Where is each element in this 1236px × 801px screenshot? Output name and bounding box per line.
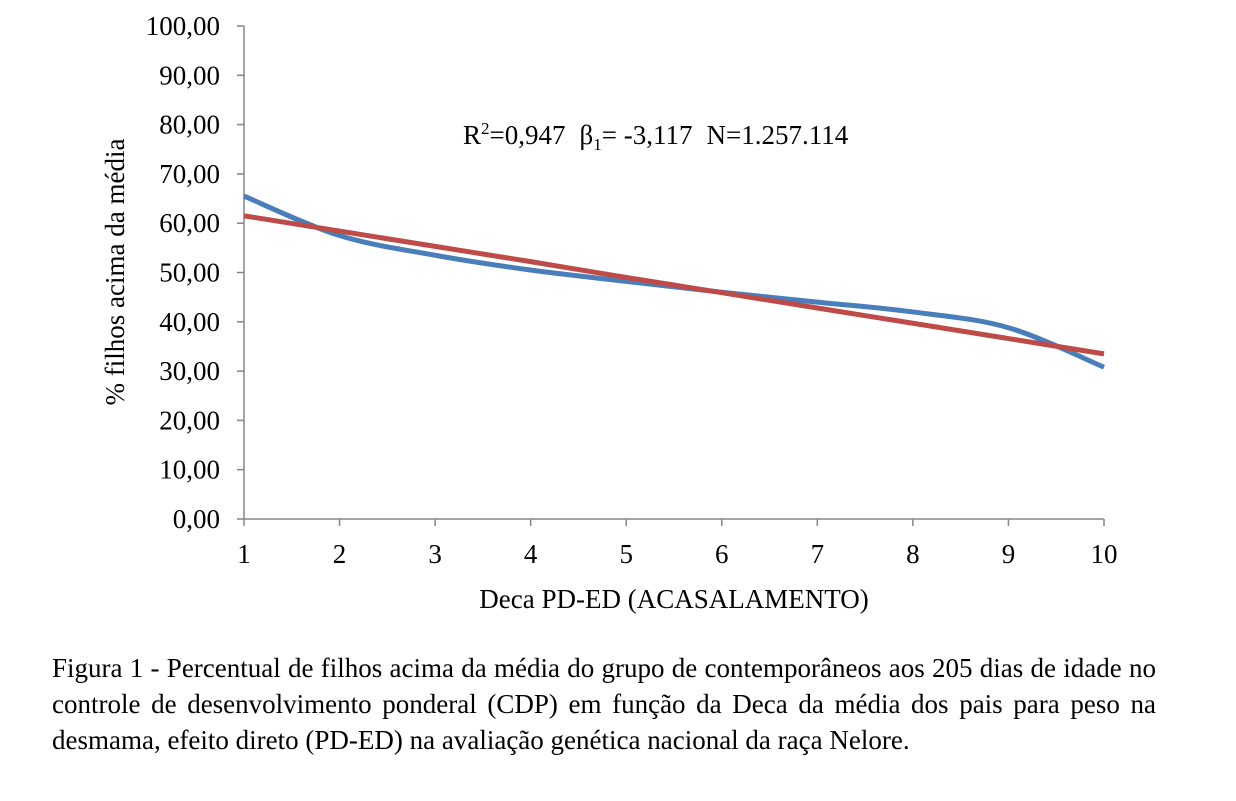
y-tick-label: 40,00 [159, 307, 220, 337]
y-axis-title: % filhos acima da média [100, 139, 130, 406]
series-layer [243, 193, 1105, 370]
x-tick-label: 8 [906, 539, 920, 569]
y-tick-label: 60,00 [159, 208, 220, 238]
y-tick-label: 90,00 [159, 60, 220, 90]
regression-stats: R2=0,947 β1= -3,117 N=1.257.114 [463, 119, 849, 154]
y-tick-label: 20,00 [159, 405, 220, 435]
x-tick-label: 7 [811, 539, 825, 569]
x-tick-label: 3 [428, 539, 442, 569]
series-line-observed [243, 193, 1105, 370]
x-tick-label: 2 [333, 539, 347, 569]
y-tick-label: 70,00 [159, 159, 220, 189]
beta-symbol: β [580, 120, 594, 150]
axes [243, 26, 1104, 520]
chart: 0,00 10,00 20,00 30,00 40,00 50,00 60,00 70,00 8… [100, 11, 1118, 614]
y-tick-label: 0,00 [173, 504, 220, 534]
x-axis-ticks: 1 2 3 4 5 6 7 8 9 10 [237, 519, 1118, 569]
y-tick-label: 100,00 [146, 11, 220, 41]
x-tick-label: 5 [619, 539, 633, 569]
caption-label: Figura 1 - [52, 653, 167, 683]
y-tick-label: 10,00 [159, 455, 220, 485]
x-axis-title: Deca PD-ED (ACASALAMENTO) [479, 584, 868, 614]
x-tick-label: 4 [524, 539, 538, 569]
r2-prefix: R [463, 120, 481, 150]
figure-caption: Figura 1 - Percentual de filhos acima da… [52, 650, 1156, 758]
x-tick-label: 1 [237, 539, 251, 569]
x-tick-label: 10 [1091, 539, 1118, 569]
y-axis-ticks: 0,00 10,00 20,00 30,00 40,00 50,00 60,00 70,00 8… [146, 11, 244, 534]
beta-subscript: 1 [593, 135, 602, 154]
y-tick-label: 50,00 [159, 258, 220, 288]
n-value: N=1.257.114 [706, 120, 848, 150]
beta-value: = -3,117 [602, 120, 693, 150]
r2-superscript: 2 [481, 119, 490, 138]
y-tick-label: 30,00 [159, 356, 220, 386]
y-tick-label: 80,00 [159, 110, 220, 140]
r2-value: =0,947 [490, 120, 566, 150]
x-tick-label: 9 [1002, 539, 1016, 569]
caption-text: Percentual de filhos acima da média do g… [52, 653, 1163, 755]
series-line-regression [243, 213, 1105, 357]
x-tick-label: 6 [715, 539, 729, 569]
